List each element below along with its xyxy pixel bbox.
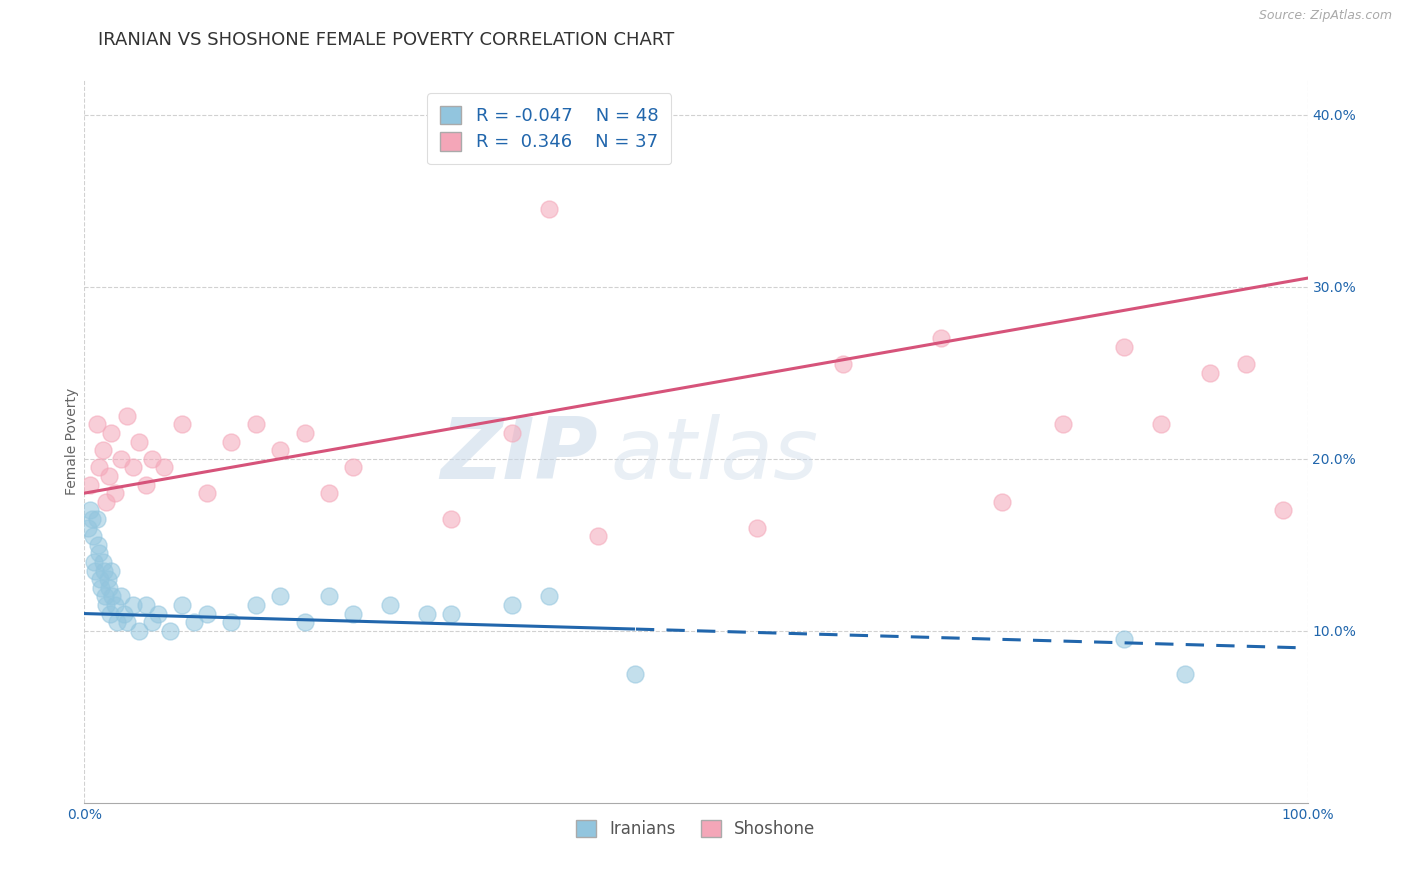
Point: [991, 494, 1014, 508]
Point: [172, 417, 194, 432]
Point: [294, 425, 316, 440]
Point: [624, 666, 647, 681]
Point: [538, 202, 561, 217]
Point: [77, 520, 100, 534]
Point: [294, 615, 316, 630]
Text: IRANIAN VS SHOSHONE FEMALE POVERTY CORRELATION CHART: IRANIAN VS SHOSHONE FEMALE POVERTY CORRE…: [98, 31, 675, 49]
Point: [110, 590, 132, 604]
Point: [97, 469, 120, 483]
Point: [318, 486, 340, 500]
Point: [122, 598, 145, 612]
Point: [219, 434, 242, 449]
Point: [195, 607, 218, 621]
Point: [747, 520, 769, 534]
Point: [1174, 666, 1197, 681]
Point: [416, 607, 439, 621]
Point: [929, 331, 952, 345]
Point: [110, 451, 132, 466]
Point: [1052, 417, 1074, 432]
Point: [98, 607, 121, 621]
Point: [183, 615, 205, 630]
Point: [87, 538, 110, 552]
Point: [269, 443, 291, 458]
Point: [172, 598, 194, 612]
Point: [80, 512, 103, 526]
Point: [146, 607, 169, 621]
Point: [91, 443, 114, 458]
Point: [79, 477, 101, 491]
Point: [100, 564, 122, 578]
Point: [100, 425, 122, 440]
Point: [93, 564, 115, 578]
Point: [440, 512, 463, 526]
Point: [159, 624, 181, 638]
Point: [128, 434, 150, 449]
Point: [380, 598, 402, 612]
Point: [96, 598, 118, 612]
Point: [97, 581, 120, 595]
Point: [245, 598, 267, 612]
Point: [115, 409, 138, 423]
Point: [195, 486, 218, 500]
Point: [1114, 340, 1136, 354]
Point: [141, 451, 163, 466]
Point: [83, 555, 105, 569]
Point: [318, 590, 340, 604]
Point: [440, 607, 463, 621]
Point: [128, 624, 150, 638]
Point: [86, 417, 108, 432]
Point: [269, 590, 291, 604]
Point: [831, 357, 853, 371]
Point: [586, 529, 609, 543]
Point: [141, 615, 163, 630]
Point: [82, 529, 104, 543]
Point: [115, 615, 138, 630]
Point: [89, 572, 111, 586]
Point: [245, 417, 267, 432]
Point: [153, 460, 176, 475]
Text: atlas: atlas: [610, 415, 818, 498]
Point: [219, 615, 242, 630]
Point: [90, 581, 112, 595]
Point: [97, 572, 120, 586]
Point: [1114, 632, 1136, 647]
Point: [105, 615, 128, 630]
Legend: Iranians, Shoshone: Iranians, Shoshone: [569, 814, 823, 845]
Point: [1272, 503, 1295, 517]
Text: ZIP: ZIP: [440, 415, 598, 498]
Point: [342, 460, 364, 475]
Text: Source: ZipAtlas.com: Source: ZipAtlas.com: [1258, 9, 1392, 22]
Point: [502, 425, 524, 440]
Point: [135, 598, 157, 612]
Y-axis label: Female Poverty: Female Poverty: [65, 388, 79, 495]
Point: [101, 590, 124, 604]
Point: [104, 598, 127, 612]
Point: [502, 598, 524, 612]
Point: [1236, 357, 1258, 371]
Point: [79, 503, 101, 517]
Point: [538, 590, 561, 604]
Point: [86, 512, 108, 526]
Point: [342, 607, 364, 621]
Point: [96, 494, 118, 508]
Point: [122, 460, 145, 475]
Point: [104, 486, 127, 500]
Point: [87, 460, 110, 475]
Point: [1150, 417, 1173, 432]
Point: [87, 546, 110, 560]
Point: [135, 477, 157, 491]
Point: [91, 555, 114, 569]
Point: [84, 564, 107, 578]
Point: [112, 607, 135, 621]
Point: [1198, 366, 1220, 380]
Point: [94, 590, 117, 604]
